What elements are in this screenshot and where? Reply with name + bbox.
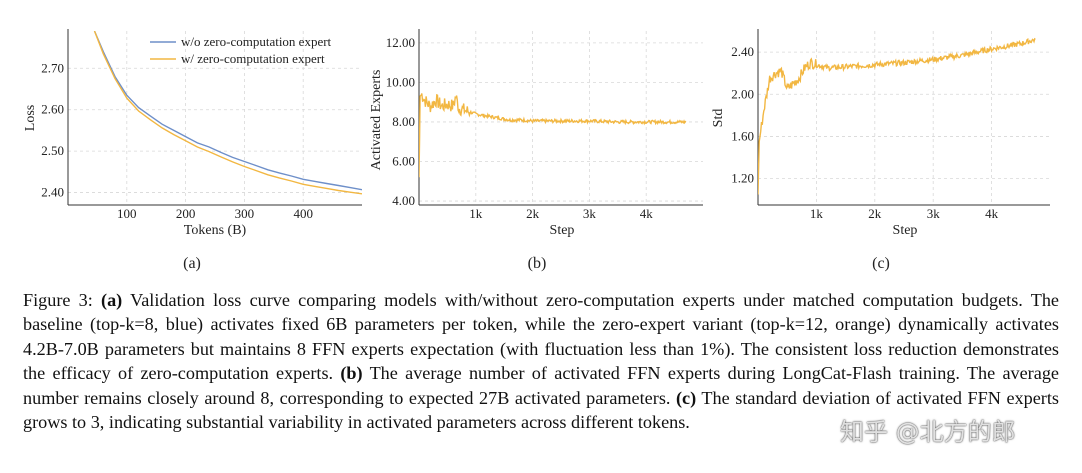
x-tick-label: 3k: [583, 206, 597, 221]
caption-segment: (b): [340, 363, 363, 384]
caption-segment: (a): [101, 290, 123, 310]
caption-segment: (c): [676, 387, 697, 408]
caption-segment: Validation loss curve comparing models w…: [23, 290, 1059, 384]
x-tick-label: 3k: [927, 206, 941, 221]
x-axis-label: Tokens (B): [184, 223, 247, 238]
x-axis-label: Step: [550, 223, 575, 238]
x-tick-label: 100: [117, 206, 137, 221]
panel-label: (c): [872, 255, 890, 272]
y-tick-label: 8.00: [392, 114, 415, 129]
watermark: 知乎 @北方的郎: [840, 418, 1016, 446]
caption-segment: The standard deviation of activated FFN …: [23, 387, 1059, 433]
y-tick-label: 2.00: [731, 86, 754, 101]
caption-segment: Figure 3:: [23, 290, 102, 310]
y-tick-label: 12.00: [386, 35, 415, 50]
y-tick-label: 6.00: [392, 154, 415, 169]
panel-label: (b): [528, 255, 547, 272]
series-line: [93, 31, 362, 191]
y-tick-label: 2.50: [41, 143, 64, 158]
y-tick-label: 1.60: [731, 128, 754, 143]
y-axis-label: Activated Experts: [369, 70, 384, 171]
figure: 100 200 300 400 2.40 2.50 2.60 2.70 Tokens (B) Lo…: [23, 29, 1050, 272]
y-tick-label: 2.40: [41, 185, 64, 200]
series-line: [419, 93, 687, 178]
x-tick-label: 2k: [526, 206, 540, 221]
y-axis-label: Loss: [23, 105, 38, 131]
y-tick-label: 10.00: [386, 74, 415, 89]
x-tick-label: 200: [176, 206, 196, 221]
panel-label: (a): [183, 255, 201, 272]
x-tick-label: 2k: [868, 206, 882, 221]
y-tick-label: 2.40: [731, 44, 754, 59]
legend-label: w/ zero-computation expert: [181, 51, 325, 66]
chart-a: 100 200 300 400 2.40 2.50 2.60 2.70 Tokens (B) Lo…: [23, 29, 362, 272]
chart-c: 1k 2k 3k 4k 1.20 1.60 2.00 2.40 Step Std (c): [711, 29, 1050, 272]
y-tick-label: 4.00: [392, 193, 415, 208]
chart-b: 1k 2k 3k 4k 4.00 6.00 8.00 10.00 12.00 Step Activa…: [369, 29, 703, 272]
x-tick-label: 4k: [640, 206, 654, 221]
x-axis-label: Step: [893, 223, 918, 238]
series-line: [93, 31, 362, 195]
series-line: [758, 37, 1036, 195]
legend-label: w/o zero-computation expert: [181, 34, 332, 49]
y-tick-label: 2.70: [41, 60, 64, 75]
y-tick-label: 2.60: [41, 102, 64, 117]
x-tick-label: 1k: [810, 206, 824, 221]
x-tick-label: 300: [235, 206, 255, 221]
x-tick-label: 4k: [985, 206, 999, 221]
figure-caption: Figure 3: (a) Validation loss curve comp…: [23, 288, 1059, 434]
x-tick-label: 1k: [469, 206, 483, 221]
y-tick-label: 1.20: [731, 171, 754, 186]
caption-segment: The average number of activated FFN expe…: [23, 363, 1059, 408]
x-tick-label: 400: [293, 206, 313, 221]
y-axis-label: Std: [711, 109, 726, 128]
